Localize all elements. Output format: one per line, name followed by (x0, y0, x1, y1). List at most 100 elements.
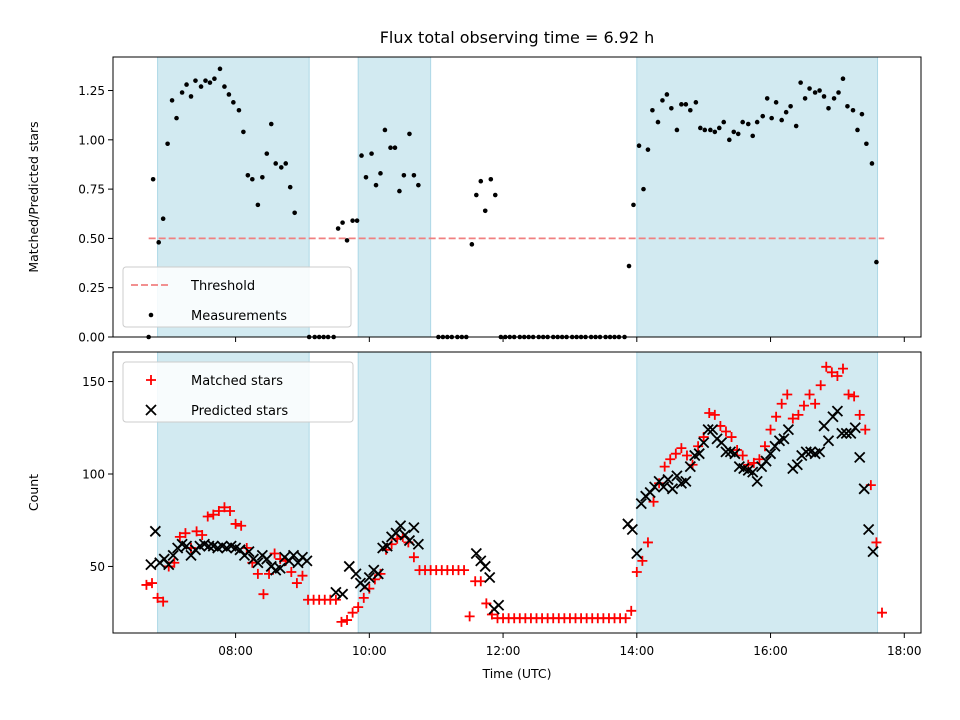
measurement-point (788, 104, 793, 109)
measurement-point (283, 161, 288, 166)
matched-star-point (621, 613, 631, 623)
measurement-point (713, 130, 718, 135)
measurement-point (364, 175, 369, 180)
measurement-point (256, 203, 261, 208)
measurement-point (679, 102, 684, 107)
measurement-point (208, 80, 213, 85)
measurement-point (288, 185, 293, 190)
legend-label: Measurements (191, 309, 287, 324)
measurement-point (369, 151, 374, 156)
y-tick-label: 150 (82, 375, 105, 389)
measurement-point (250, 177, 255, 182)
measurement-point (755, 120, 760, 125)
measurement-point (860, 112, 865, 117)
measurement-point (470, 242, 475, 247)
measurement-point (231, 100, 236, 105)
matched-star-point (476, 576, 486, 586)
measurement-point (870, 161, 875, 166)
measurement-point (721, 120, 726, 125)
measurement-point (388, 145, 393, 150)
measurement-point (374, 183, 379, 188)
measurement-point (407, 132, 412, 137)
measurement-point (184, 82, 189, 87)
y-tick-label: 0.50 (78, 232, 105, 246)
matched-star-point (336, 617, 346, 627)
measurement-point (769, 116, 774, 121)
measurement-point (165, 141, 170, 146)
shaded-interval-2 (358, 57, 430, 337)
measurement-point (212, 76, 217, 81)
chart-figure: 0.000.250.500.751.001.25 Flux total obse… (0, 0, 960, 720)
measurement-point (669, 106, 674, 111)
measurement-point (684, 102, 689, 107)
measurement-point (708, 128, 713, 133)
top-panel: 0.000.250.500.751.001.25 Flux total obse… (26, 28, 921, 345)
measurement-point (760, 114, 765, 119)
measurement-point (774, 100, 779, 105)
measurement-point (292, 210, 297, 215)
y-tick-label: 0.75 (78, 183, 105, 197)
matched-star-point (459, 565, 469, 575)
measurement-point (727, 138, 732, 143)
measurement-point (260, 175, 265, 180)
y-tick-label: 1.25 (78, 84, 105, 98)
predicted-star-point (494, 600, 504, 610)
measurement-point (193, 78, 198, 83)
measurement-point (746, 122, 751, 127)
measurement-point (474, 193, 479, 198)
x-axis-label: Time (UTC) (481, 666, 551, 681)
bottom-panel: 50100150 08:00 10:00 12:00 14:00 16:00 18:00 … (26, 352, 922, 681)
measurement-point (807, 86, 812, 91)
measurement-point (264, 151, 269, 156)
measurement-point (874, 260, 879, 265)
x-tick-label: 14:00 (620, 644, 655, 658)
measurement-point (222, 84, 227, 89)
measurement-point (279, 165, 284, 170)
measurement-point (665, 92, 670, 97)
measurement-point (378, 171, 383, 176)
measurement-point (218, 67, 223, 72)
matched-star-point (465, 611, 475, 621)
y-tick-label: 100 (82, 468, 105, 482)
top-y-axis-label: Matched/Predicted stars (26, 121, 41, 272)
measurement-point (784, 110, 789, 115)
measurement-point (227, 92, 232, 97)
matched-star-point (626, 606, 636, 616)
matched-star-point (348, 608, 358, 618)
measurement-point (851, 108, 856, 113)
matched-star-point (342, 615, 352, 625)
bottom-x-ticks: 08:00 10:00 12:00 14:00 16:00 18:00 (218, 633, 921, 658)
measurement-point (189, 94, 194, 99)
measurement-point (180, 90, 185, 95)
legend-label: Threshold (190, 279, 255, 294)
measurement-point (826, 106, 831, 111)
measurement-point (397, 189, 402, 194)
measurement-point (813, 90, 818, 95)
measurement-point (845, 104, 850, 109)
measurement-point (336, 226, 341, 231)
predicted-star-point (485, 573, 495, 583)
measurement-point (241, 130, 246, 135)
measurement-point (864, 141, 869, 146)
measurement-point (203, 78, 208, 83)
x-tick-label: 16:00 (753, 644, 788, 658)
measurement-point (702, 128, 707, 133)
measurement-point (750, 134, 755, 139)
measurement-point (627, 264, 632, 269)
measurement-point (483, 209, 488, 214)
measurement-point (660, 98, 665, 103)
top-y-ticks: 0.00 0.25 0.50 0.75 1.00 1.25 (78, 84, 113, 344)
measurement-point (646, 147, 651, 152)
measurement-point (416, 183, 421, 188)
x-tick-label: 12:00 (486, 644, 521, 658)
measurement-point (836, 90, 841, 95)
y-tick-label: 1.00 (78, 133, 105, 147)
x-tick-label: 08:00 (218, 644, 253, 658)
measurement-point (765, 96, 770, 101)
measurement-point (174, 116, 179, 121)
measurement-point (841, 76, 846, 81)
measurement-point (855, 128, 860, 133)
measurement-point (170, 98, 175, 103)
measurement-point (698, 126, 703, 131)
y-tick-label: 0.25 (78, 281, 105, 295)
